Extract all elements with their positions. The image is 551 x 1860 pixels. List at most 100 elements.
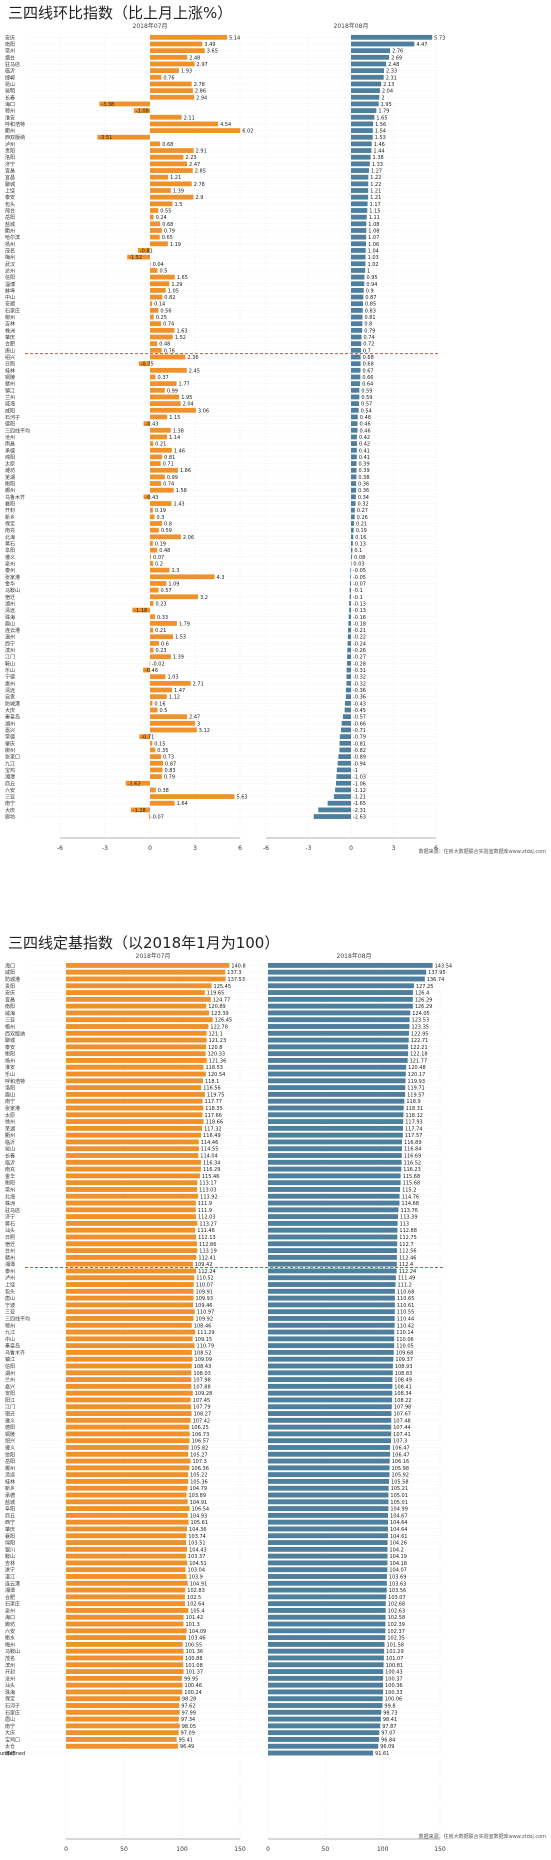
left-bar-value: 101.36 [186, 1649, 204, 1655]
right-bar [268, 1601, 386, 1607]
left-bar [66, 1431, 190, 1437]
left-bar [66, 1166, 201, 1172]
right-bar-value: 2.69 [391, 55, 402, 61]
city-label: 湛江 [5, 1573, 15, 1580]
right-bar [351, 234, 367, 240]
right-bar-value: 0.94 [366, 282, 377, 288]
city-label: 宿迁 [5, 594, 15, 601]
right-bar [268, 1316, 395, 1321]
right-bar-value: 0.68 [363, 355, 374, 361]
right-bar-value: 0.32 [358, 502, 369, 508]
left-bar-value: 0.21 [155, 628, 166, 634]
left-bar-value: 2.91 [196, 149, 207, 155]
city-label: 潍坊 [5, 467, 15, 474]
left-bar-value: 109.92 [196, 1316, 214, 1322]
city-label: 台州 [5, 1248, 15, 1255]
right-bar [268, 1356, 394, 1362]
city-label: 邢台 [5, 207, 15, 214]
left-bar-value: 100.24 [184, 1690, 202, 1696]
left-bar-value: 1.58 [176, 488, 187, 494]
city-label: 石河子 [5, 414, 20, 421]
city-label: 唐山 [5, 1295, 15, 1302]
city-label: 承德 [5, 447, 15, 454]
right-bar [268, 1546, 388, 1552]
left-bar [66, 1689, 183, 1695]
left-bar-value: 1.95 [181, 395, 192, 401]
right-bar [351, 407, 359, 413]
right-bar [351, 194, 369, 200]
right-bar [351, 268, 366, 273]
left-bar [150, 427, 171, 433]
right-bar-value: 1.02 [367, 262, 378, 268]
city-label: 清远 [5, 1472, 15, 1479]
city-label: 遂宁 [5, 1567, 15, 1574]
city-label: 上饶 [5, 1282, 15, 1289]
right-bar [268, 1288, 395, 1294]
left-bar [66, 1356, 193, 1362]
left-bar [150, 54, 188, 60]
right-bar-value: 119.71 [407, 1086, 425, 1092]
left-bar-value: 1.79 [179, 621, 190, 627]
right-bar-value: 2.33 [386, 69, 397, 75]
right-bar [350, 567, 351, 573]
right-bar [351, 447, 357, 453]
right-bar-value: 108.49 [394, 1378, 412, 1384]
city-label: 兰州 [5, 1377, 15, 1384]
left-bar [66, 1044, 207, 1050]
left-bar-value: 114.04 [200, 1154, 218, 1160]
left-bar-value: 118.1 [205, 1079, 219, 1085]
right-tick-label: 6 [434, 845, 438, 852]
city-label: 常州 [5, 1186, 15, 1193]
city-label: 海口 [5, 101, 15, 108]
city-label: 合肥 [5, 341, 15, 348]
right-bar-value: 104.07 [389, 1568, 407, 1574]
city-label: 北海 [5, 534, 15, 541]
left-bar-value: 126.45 [215, 1018, 233, 1024]
left-bar-value: 101.42 [186, 1615, 204, 1621]
left-bar-value: -1.08 [136, 109, 149, 115]
right-bar [351, 121, 374, 127]
right-bar [351, 347, 361, 353]
city-label: 嘉兴 [5, 727, 15, 734]
right-bar [268, 1180, 401, 1186]
left-bar [66, 1621, 184, 1627]
left-bar [150, 241, 168, 247]
right-bar [351, 94, 380, 100]
right-bar-value: -0.66 [353, 721, 366, 727]
left-bar-value: 106.57 [192, 1439, 210, 1445]
city-label: 乐山 [5, 1071, 15, 1078]
left-bar [66, 1696, 181, 1702]
right-bar-value: 104.18 [389, 1561, 407, 1567]
city-label: 遵义 [5, 1444, 15, 1451]
left-bar-value: 109.28 [195, 1391, 213, 1397]
left-bar-value: 104.91 [190, 1500, 208, 1506]
city-label: 阜阳 [5, 1506, 15, 1513]
left-tick-label: 50 [120, 1846, 128, 1853]
right-bar [268, 1153, 402, 1158]
right-bar-value: 105.21 [391, 1486, 409, 1492]
left-bar [149, 660, 151, 666]
left-bar-value: 105.82 [191, 1445, 209, 1451]
right-bar-value: 1.79 [378, 109, 389, 115]
right-bar [351, 394, 360, 400]
left-bar [150, 61, 195, 67]
left-bar-value: 112.86 [199, 1242, 217, 1248]
left-bar [66, 1492, 187, 1498]
right-bar-value: 120.17 [408, 1072, 426, 1078]
left-bar-value: 3.65 [207, 49, 218, 55]
city-label: 驻马店 [5, 61, 20, 68]
left-bar-value: 113.17 [199, 1181, 217, 1187]
right-bar [268, 1397, 393, 1403]
city-label: 合肥 [5, 1594, 15, 1601]
left-bar-value: 0.48 [159, 548, 170, 554]
right-bar [268, 1417, 392, 1423]
left-bar-value: 97.34 [181, 1717, 195, 1723]
right-bar-value: -1.21 [353, 795, 366, 801]
city-label: 连云港 [5, 1580, 20, 1587]
city-label: 江门 [5, 654, 15, 661]
left-bar-value: 3.49 [204, 42, 215, 48]
left-bar-value: 0.5 [160, 268, 168, 274]
right-bar-value: 0.08 [354, 555, 365, 561]
right-bar-value: -0.89 [353, 755, 366, 761]
left-bar [150, 281, 170, 287]
